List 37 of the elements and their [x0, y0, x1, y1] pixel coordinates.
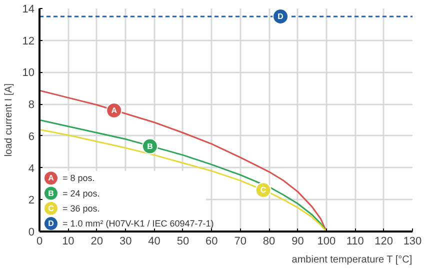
y-tick-label: 14: [22, 4, 35, 16]
y-axis-title: load current I [A]: [3, 83, 14, 157]
legend-label: = 36 pos.: [62, 203, 100, 214]
text: C: [48, 204, 54, 213]
legend-label: = 8 pos.: [62, 173, 95, 184]
x-tick-label: 90: [292, 236, 304, 248]
x-axis-title: ambient temperature T [°C]: [292, 254, 412, 266]
x-tick-label: 40: [148, 236, 160, 248]
y-tick-label: 8: [28, 99, 35, 112]
x-tick-label: 110: [346, 236, 364, 248]
annotation: A: [111, 106, 118, 115]
legend-label: = 1.0 mm² (H07V-K1 / IEC 60947-7-1): [62, 218, 214, 229]
legend-label: = 24 pos.: [62, 188, 100, 198]
y-tick-label: 2: [28, 194, 35, 207]
y-tick-label: 12: [22, 35, 35, 48]
y-tick-label: 10: [22, 67, 35, 80]
text: B: [48, 188, 54, 198]
x-tick-label: 130: [403, 236, 422, 248]
x-tick-label: 10: [62, 236, 74, 248]
annotation: B: [147, 142, 154, 151]
x-tick-label: 30: [119, 236, 132, 248]
text: A: [48, 174, 54, 183]
x-tick-label: 120: [374, 236, 393, 248]
x-tick-label: 60: [206, 236, 218, 248]
x-tick-label: 0: [36, 236, 43, 248]
annotation: C: [260, 186, 266, 195]
x-tick-label: 100: [317, 236, 336, 248]
y-tick-label: 4: [28, 162, 35, 175]
x-tick-label: 50: [176, 236, 190, 248]
y-tick-label: 0: [28, 226, 35, 238]
annotation: D: [278, 12, 284, 21]
line-series: [40, 90, 328, 232]
text: D: [48, 219, 54, 228]
x-tick-label: 70: [234, 236, 246, 248]
y-tick-label: 6: [28, 130, 35, 143]
x-tick-label: 80: [262, 236, 276, 248]
x-tick-label: 20: [90, 236, 104, 248]
